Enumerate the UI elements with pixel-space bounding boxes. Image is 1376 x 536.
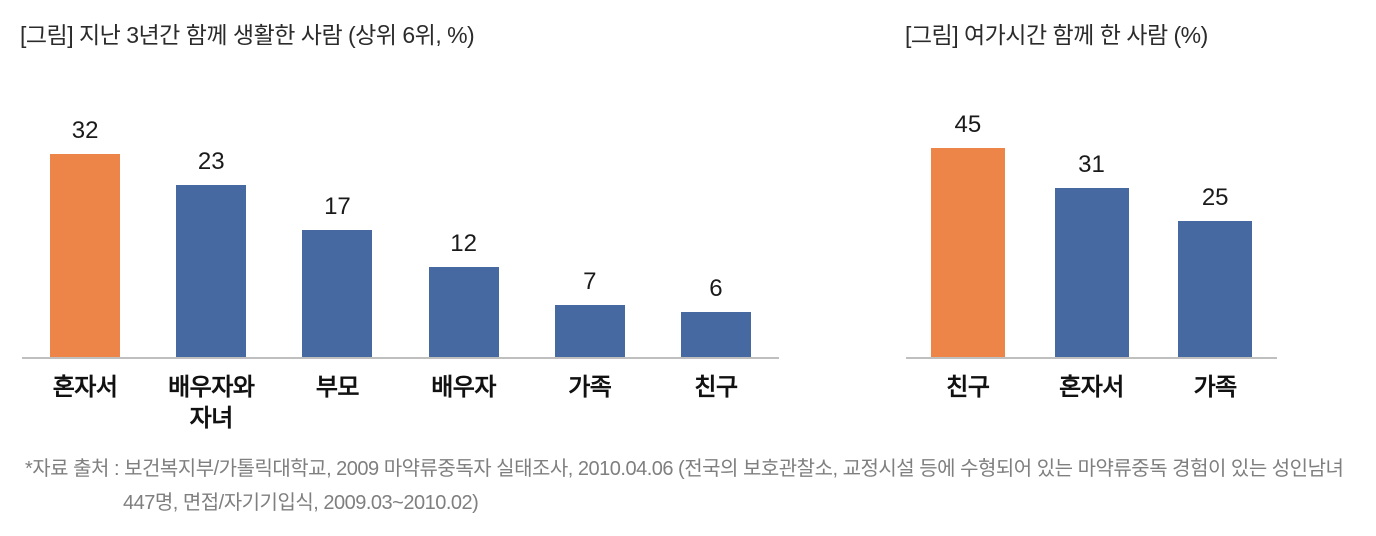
category-label: 가족 (1193, 374, 1238, 401)
bar (554, 305, 625, 357)
left-chart-title: [그림] 지난 3년간 함께 생활한 사람 (상위 6위, %) (20, 22, 475, 48)
right-chart-plot-area: 45 31 25 (906, 112, 1277, 357)
left-chart-category-axis: 혼자서 배우자와 자녀 부모 배우자 가족 친구 (22, 372, 779, 434)
category-label: 배우자와 자녀 (168, 374, 255, 432)
source-footnote: *자료 출처 : 보건복지부/가톨릭대학교, 2009 마약류중독자 실태조사,… (25, 452, 1365, 520)
bar (930, 148, 1005, 357)
left-chart-x-axis-line (22, 357, 779, 359)
value-label: 23 (197, 148, 225, 175)
bar (176, 185, 247, 357)
chart-column: 7 (527, 118, 653, 357)
bar (428, 267, 499, 357)
chart-column: 6 (653, 118, 779, 357)
chart-column: 31 (1030, 112, 1154, 357)
value-label: 32 (71, 117, 99, 144)
value-label: 45 (954, 111, 982, 138)
right-chart-category-axis: 친구 혼자서 가족 (906, 372, 1277, 403)
chart-column: 17 (274, 118, 400, 357)
bar (302, 230, 373, 357)
chart-column: 32 (22, 118, 148, 357)
category-label: 가족 (568, 374, 612, 401)
chart-column: 25 (1153, 112, 1277, 357)
value-label: 17 (324, 193, 351, 220)
value-label: 12 (450, 230, 477, 257)
right-chart-title: [그림] 여가시간 함께 한 사람 (%) (905, 22, 1208, 48)
value-label: 31 (1078, 151, 1105, 178)
category-label: 부모 (315, 374, 360, 401)
source-footnote-line1: *자료 출처 : 보건복지부/가톨릭대학교, 2009 마약류중독자 실태조사,… (25, 458, 1344, 480)
bar (1054, 188, 1129, 357)
category-label: 혼자서 (1059, 374, 1124, 401)
chart-column: 12 (401, 118, 527, 357)
source-footnote-line2: 447명, 면접/자기기입식, 2009.03~2010.02) (123, 492, 479, 514)
category-label: 배우자 (431, 374, 496, 401)
category-label: 친구 (694, 374, 738, 401)
bar (1178, 221, 1253, 357)
chart-column: 45 (906, 112, 1030, 357)
value-label: 6 (709, 275, 723, 302)
chart-column: 23 (148, 118, 274, 357)
bar (50, 154, 121, 357)
category-label: 혼자서 (52, 374, 118, 401)
left-chart-plot-area: 32 23 17 12 7 6 (22, 118, 779, 357)
bar (680, 312, 751, 357)
right-chart-x-axis-line (906, 357, 1277, 359)
value-label: 7 (583, 268, 597, 295)
category-label: 친구 (946, 374, 990, 401)
value-label: 25 (1201, 184, 1229, 211)
